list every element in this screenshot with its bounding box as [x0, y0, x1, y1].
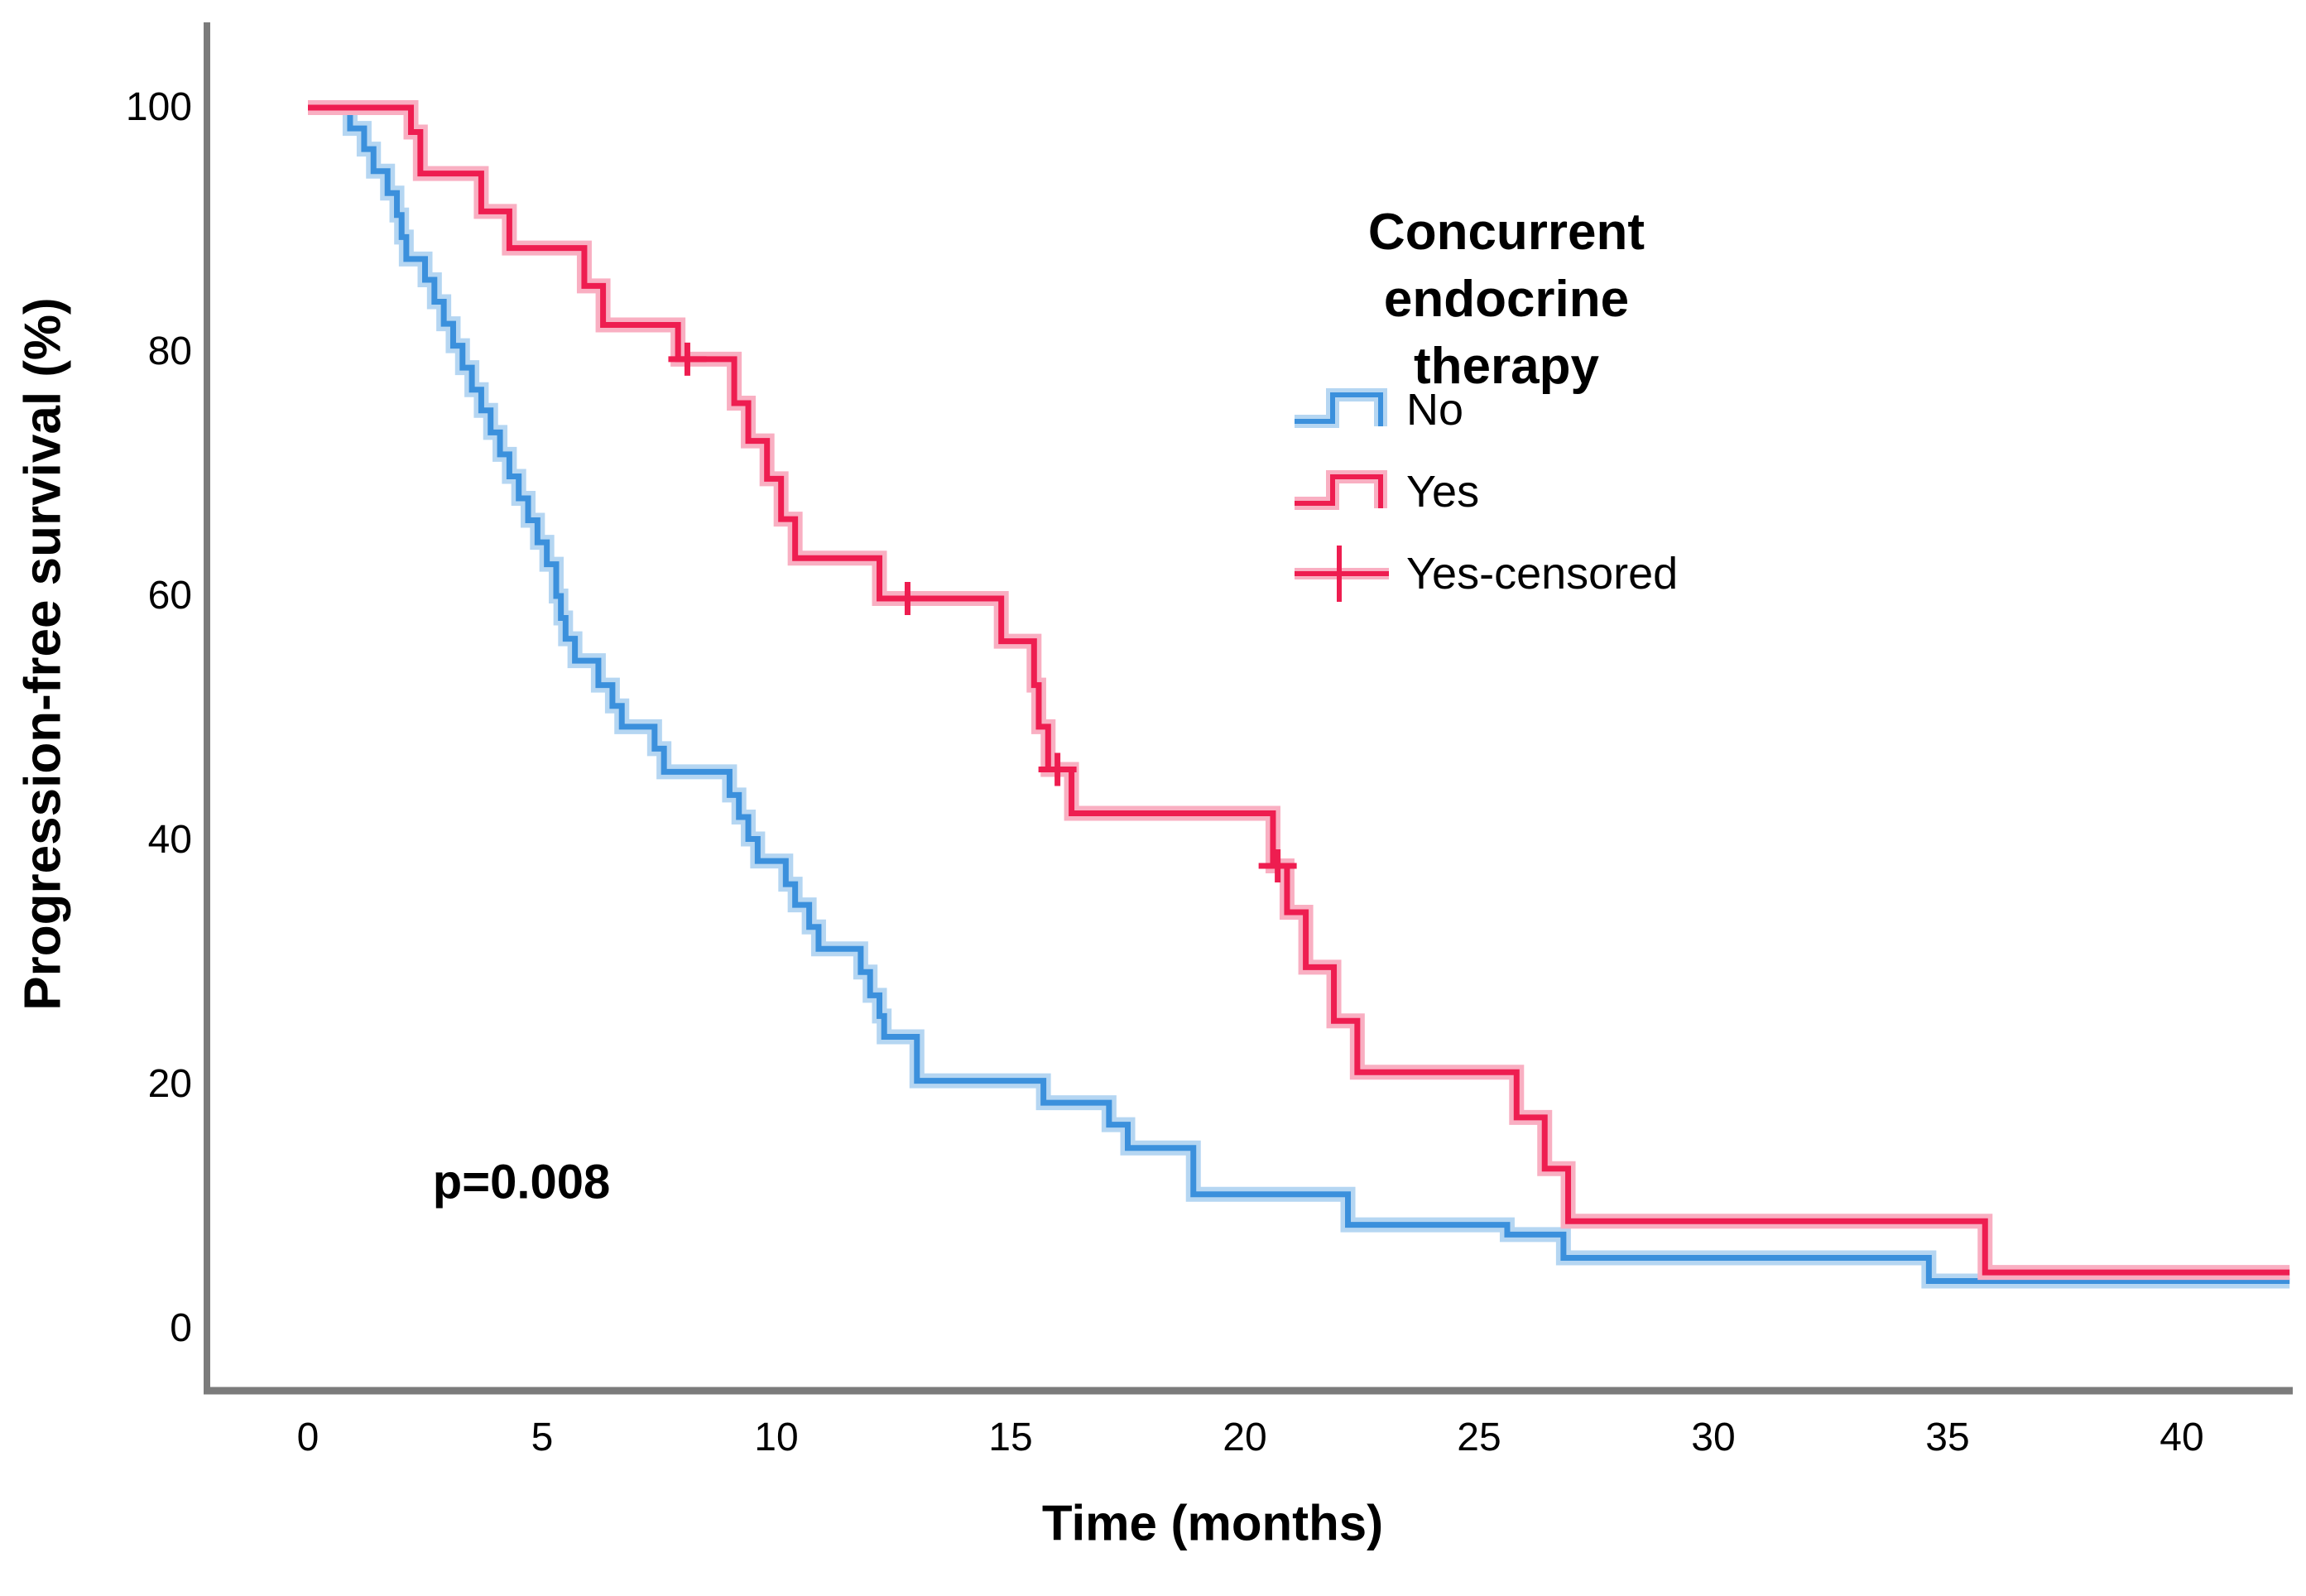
- y-tick-label: 40: [147, 818, 192, 862]
- yes-step-line-icon: [1295, 470, 1387, 510]
- x-tick-label: 30: [1691, 1416, 1736, 1459]
- yes-censored-plus-icon: [1295, 546, 1389, 602]
- legend-item-label: Yes: [1406, 467, 1480, 517]
- x-tick-label: 10: [754, 1416, 799, 1459]
- legend-item-label: No: [1406, 385, 1464, 435]
- yes-survival-curve: [308, 104, 2290, 1276]
- legend-item-no: No: [1291, 377, 1463, 443]
- x-tick-label: 35: [1925, 1416, 1970, 1459]
- legend-item-label: Yes-censored: [1406, 549, 1679, 598]
- legend-title: Concurrent endocrine therapy: [1242, 199, 1771, 400]
- no-survival-curve: [308, 104, 2290, 1284]
- x-axis-title: Time (months): [1041, 1495, 1384, 1551]
- legend-title-line: therapy: [1414, 338, 1599, 395]
- x-tick-label: 15: [988, 1416, 1033, 1459]
- legend-item-yes: Yes: [1291, 459, 1479, 525]
- legend-title-line: Concurrent: [1367, 204, 1645, 261]
- p-value-annotation: p=0.008: [432, 1155, 611, 1209]
- no-step-line-icon: [1295, 388, 1387, 428]
- y-tick-label: 60: [147, 574, 192, 618]
- x-tick-label: 20: [1223, 1416, 1267, 1459]
- y-tick-label: 20: [147, 1062, 192, 1106]
- legend-title-line: endocrine: [1383, 271, 1630, 328]
- x-tick-label: 25: [1457, 1416, 1501, 1459]
- x-tick-label: 40: [2159, 1416, 2204, 1459]
- y-tick-label: 80: [147, 329, 192, 373]
- y-tick-label: 100: [125, 85, 192, 129]
- legend-item-yes-censored: Yes-censored: [1291, 541, 1678, 607]
- y-axis-title: Progression-free survival (%): [14, 297, 72, 1011]
- x-tick-label: 5: [531, 1416, 554, 1459]
- y-tick-label: 0: [170, 1306, 192, 1350]
- x-tick-label: 0: [296, 1416, 319, 1459]
